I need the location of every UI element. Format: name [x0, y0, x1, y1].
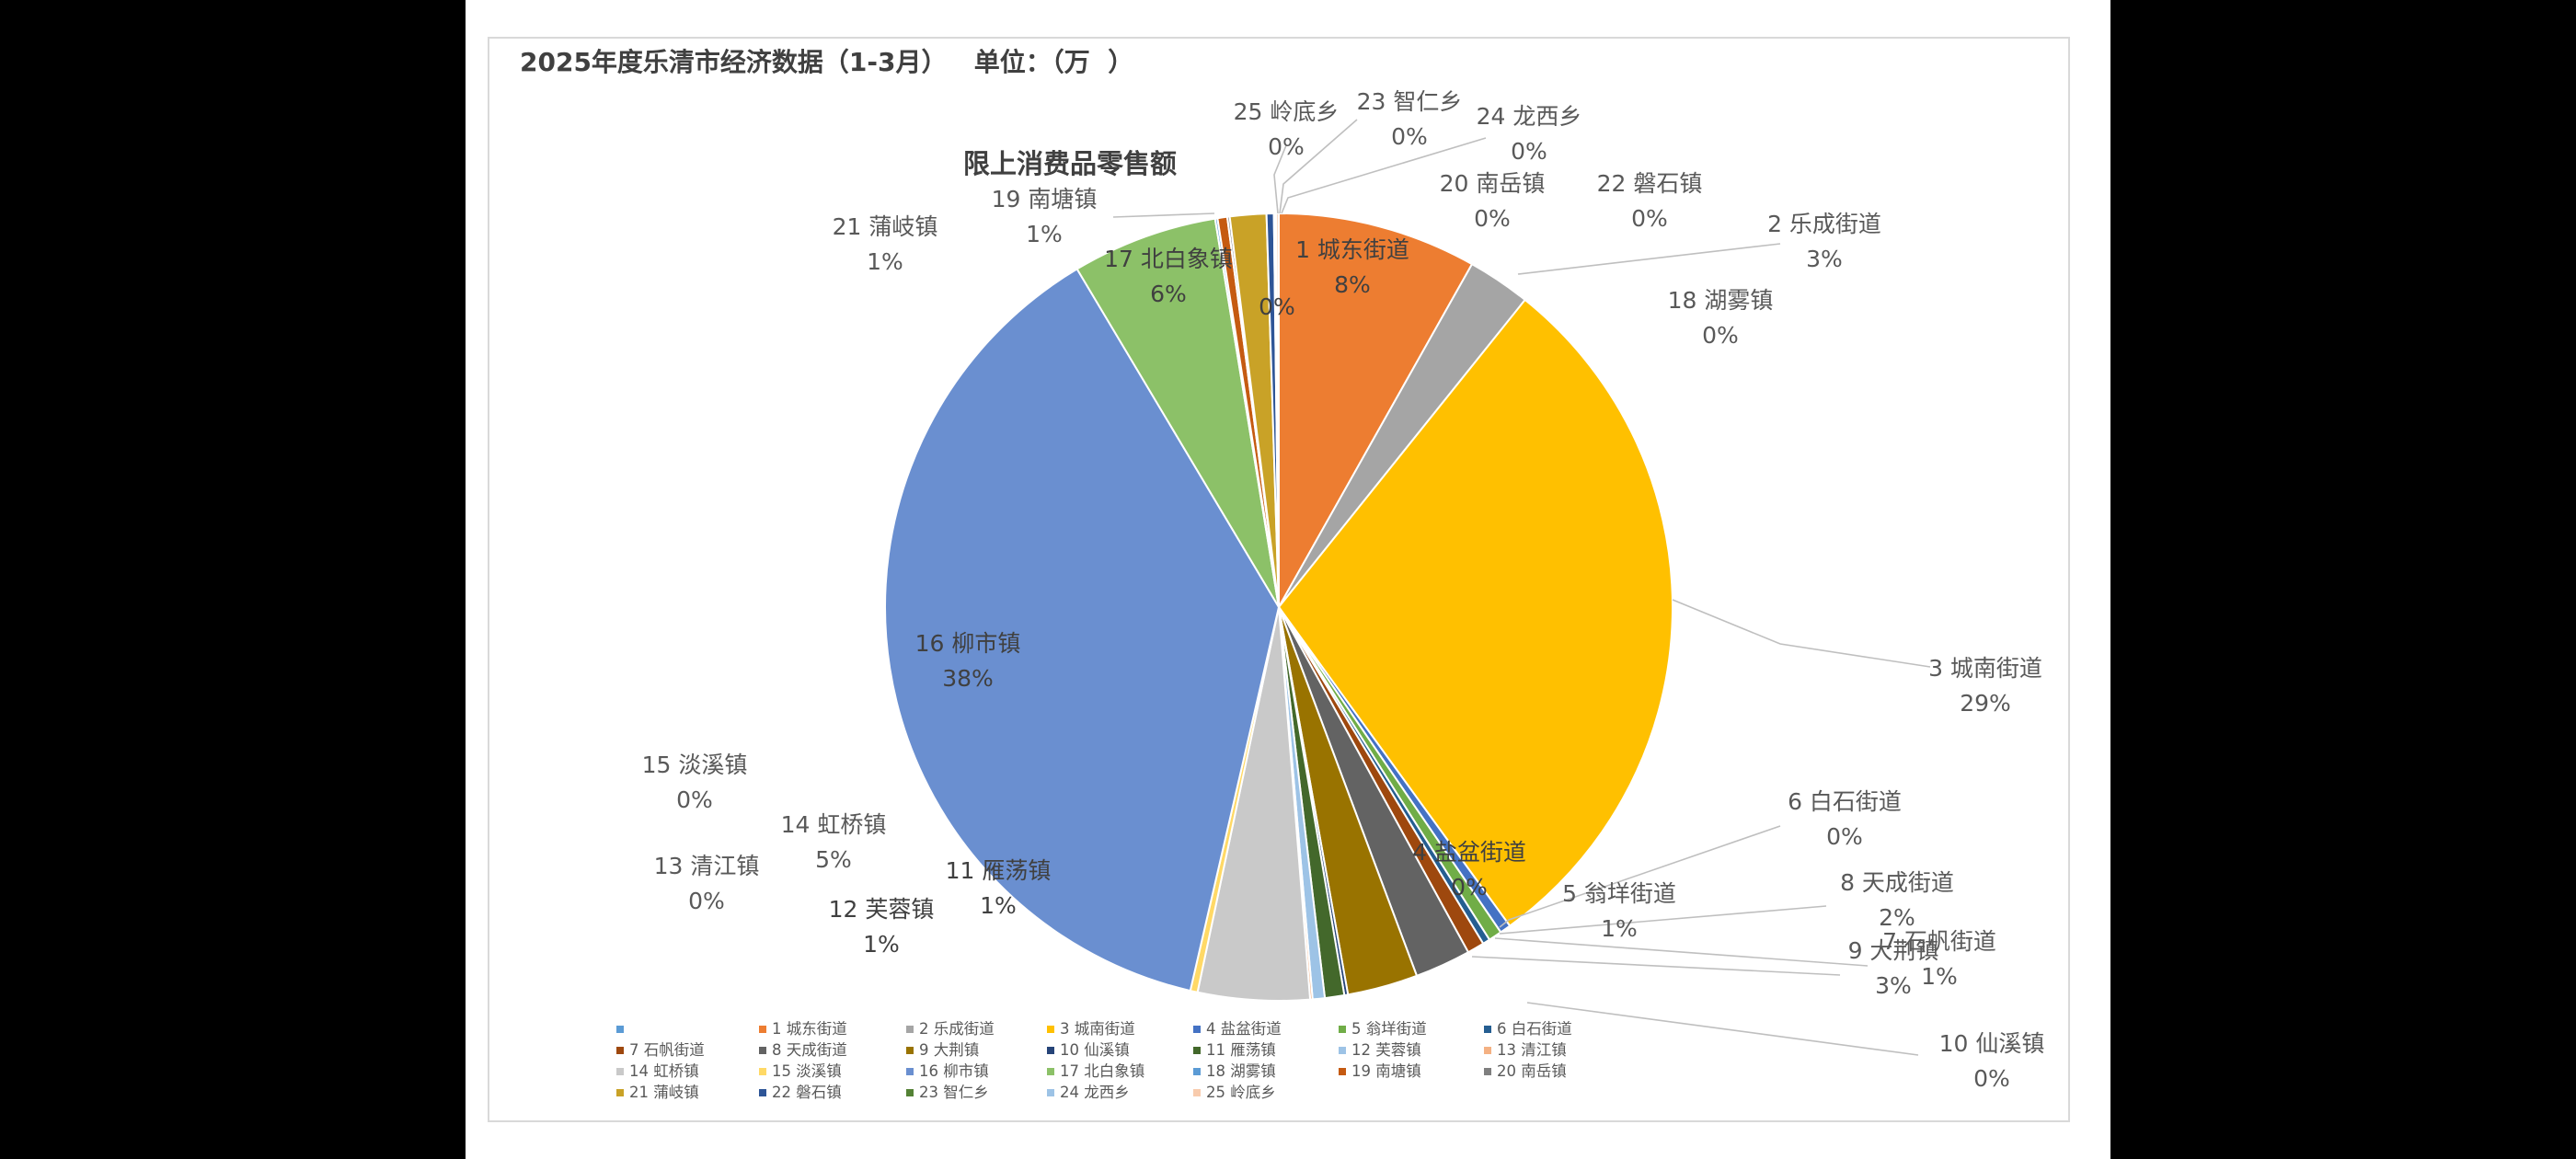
legend-swatch-8	[759, 1047, 766, 1054]
legend-swatch-12	[1339, 1047, 1346, 1054]
data-label-25: 25 岭底乡 0%	[1234, 98, 1340, 160]
pie-slice-3	[1277, 298, 1673, 927]
leader-line-25	[1273, 144, 1287, 214]
legend-entry-12: 12 芙蓉镇	[1351, 1041, 1421, 1059]
leader-line-3	[1672, 599, 1931, 668]
legend-swatch-9	[906, 1047, 914, 1054]
leader-line-8	[1499, 905, 1827, 935]
legend-swatch-24	[1047, 1089, 1054, 1096]
data-label-0: 0%	[1259, 293, 1295, 320]
pie-slices	[884, 212, 1673, 1002]
legend-swatch-14	[616, 1068, 624, 1075]
pie-slice-16	[884, 268, 1281, 993]
data-label-5: 5 翁垟街道 1%	[1562, 880, 1676, 942]
data-label-3: 3 城南街道 29%	[1928, 655, 2042, 717]
legend-entry-25: 25 岭底乡	[1206, 1084, 1276, 1101]
legend-entry-8: 8 天成街道	[772, 1041, 847, 1059]
legend-entry-21: 21 蒲岐镇	[629, 1084, 699, 1101]
data-label-17: 17 北白象镇 6%	[1104, 246, 1233, 307]
legend-entry-3: 3 城南街道	[1060, 1020, 1135, 1038]
legend-entry-11: 11 雁荡镇	[1206, 1041, 1276, 1059]
pie-slice-17	[1075, 217, 1280, 608]
legend-entry-24: 24 龙西乡	[1060, 1084, 1130, 1101]
data-label-2: 2 乐成街道 3%	[1767, 211, 1881, 272]
data-label-20: 20 南岳镇 0%	[1440, 170, 1546, 232]
legend-swatch-19	[1339, 1068, 1346, 1075]
legend-entry-10: 10 仙溪镇	[1060, 1041, 1130, 1059]
legend-swatch-13	[1484, 1047, 1491, 1054]
leader-line-7	[1494, 937, 1869, 967]
legend-swatch-1	[759, 1026, 766, 1033]
legend-entry-7: 7 石帆街道	[629, 1041, 705, 1059]
data-label-11: 11 雁荡镇 1%	[946, 857, 1052, 919]
data-label-10: 10 仙溪镇 0%	[1939, 1030, 2045, 1092]
data-label-1: 1 城东街道 8%	[1295, 236, 1409, 298]
leader-line-6	[1499, 825, 1781, 928]
leader-line-19	[1112, 212, 1215, 218]
legend-entry-2: 2 乐成街道	[919, 1020, 995, 1038]
data-label-7: 7 石帆街道 1%	[1882, 928, 1996, 990]
legend-entry-17: 17 北白象镇	[1060, 1062, 1144, 1080]
legend-swatch-0	[616, 1026, 624, 1033]
legend-entry-9: 9 大荆镇	[919, 1041, 979, 1059]
legend-swatch-16	[906, 1068, 914, 1075]
data-label-8: 8 天成街道 2%	[1840, 869, 1954, 931]
legend-entry-20: 20 南岳镇	[1497, 1062, 1567, 1080]
legend-entry-1: 1 城东街道	[772, 1020, 847, 1038]
leader-line-2	[1517, 243, 1781, 275]
legend-swatch-25	[1193, 1089, 1201, 1096]
legend-swatch-20	[1484, 1068, 1491, 1075]
legend-swatch-6	[1484, 1026, 1491, 1033]
legend-entry-15: 15 淡溪镇	[772, 1062, 842, 1080]
leader-line-10	[1526, 1002, 1919, 1056]
legend-swatch-18	[1193, 1068, 1201, 1075]
legend-entry-18: 18 湖雾镇	[1206, 1062, 1276, 1080]
chart-title: 限上消费品零售额	[963, 148, 1178, 179]
data-label-23: 23 智仁乡 0%	[1357, 88, 1463, 150]
legend-swatch-15	[759, 1068, 766, 1075]
legend-swatch-21	[616, 1089, 624, 1096]
legend-entry-14: 14 虹桥镇	[629, 1062, 699, 1080]
chart-header: 2025年度乐清市经济数据（1-3月） 单位：（万 ）	[520, 47, 1134, 77]
data-label-22: 22 磐石镇 0%	[1597, 170, 1703, 232]
legend-entry-22: 22 磐石镇	[772, 1084, 842, 1101]
leader-line-9	[1471, 956, 1841, 976]
legend-entry-16: 16 柳市镇	[919, 1062, 989, 1080]
legend-swatch-22	[759, 1089, 766, 1096]
data-label-15: 15 淡溪镇 0%	[642, 752, 748, 813]
data-label-4: 4 盐盆街道 0%	[1412, 839, 1526, 901]
legend-swatch-3	[1047, 1026, 1054, 1033]
data-label-19: 19 南塘镇 1%	[992, 186, 1098, 247]
data-label-13: 13 清江镇 0%	[654, 853, 760, 914]
legend-swatch-4	[1193, 1026, 1201, 1033]
data-label-18: 18 湖雾镇 0%	[1668, 287, 1774, 349]
legend-entry-5: 5 翁垟街道	[1351, 1020, 1427, 1038]
data-label-24: 24 龙西乡 0%	[1477, 103, 1582, 165]
data-labels: 25 岭底乡 0%23 智仁乡 0%24 龙西乡 0%20 南岳镇 0%22 磐石镇 0%…	[642, 88, 2045, 1092]
legend-entry-6: 6 白石街道	[1497, 1020, 1572, 1038]
legend-entry-13: 13 清江镇	[1497, 1041, 1567, 1059]
legend-entry-19: 19 南塘镇	[1351, 1062, 1421, 1080]
data-label-9: 9 大荆镇 3%	[1848, 937, 1939, 999]
legend-swatch-23	[906, 1089, 914, 1096]
data-label-12: 12 芙蓉镇 1%	[829, 896, 935, 958]
pie-slice-1	[1278, 212, 1474, 611]
data-label-21: 21 蒲岐镇 1%	[833, 213, 938, 275]
data-label-14: 14 虹桥镇 5%	[781, 811, 887, 873]
leader-line-24	[1281, 137, 1487, 214]
leader-line-23	[1279, 119, 1358, 214]
legend-entry-23: 23 智仁乡	[919, 1084, 989, 1101]
data-label-16: 16 柳市镇 38%	[915, 630, 1021, 692]
legend-swatch-2	[906, 1026, 914, 1033]
legend-swatch-7	[616, 1047, 624, 1054]
legend: 1 城东街道 2 乐成街道 3 城南街道 4 盐盆街道 5 翁垟街道 6 白石街道 7 石帆…	[616, 1020, 1572, 1101]
legend-swatch-11	[1193, 1047, 1201, 1054]
legend-swatch-17	[1047, 1068, 1054, 1075]
leader-lines	[1112, 119, 1931, 1056]
data-label-6: 6 白石街道 0%	[1788, 788, 1902, 850]
legend-swatch-10	[1047, 1047, 1054, 1054]
legend-entry-4: 4 盐盆街道	[1206, 1020, 1282, 1038]
legend-swatch-5	[1339, 1026, 1346, 1033]
